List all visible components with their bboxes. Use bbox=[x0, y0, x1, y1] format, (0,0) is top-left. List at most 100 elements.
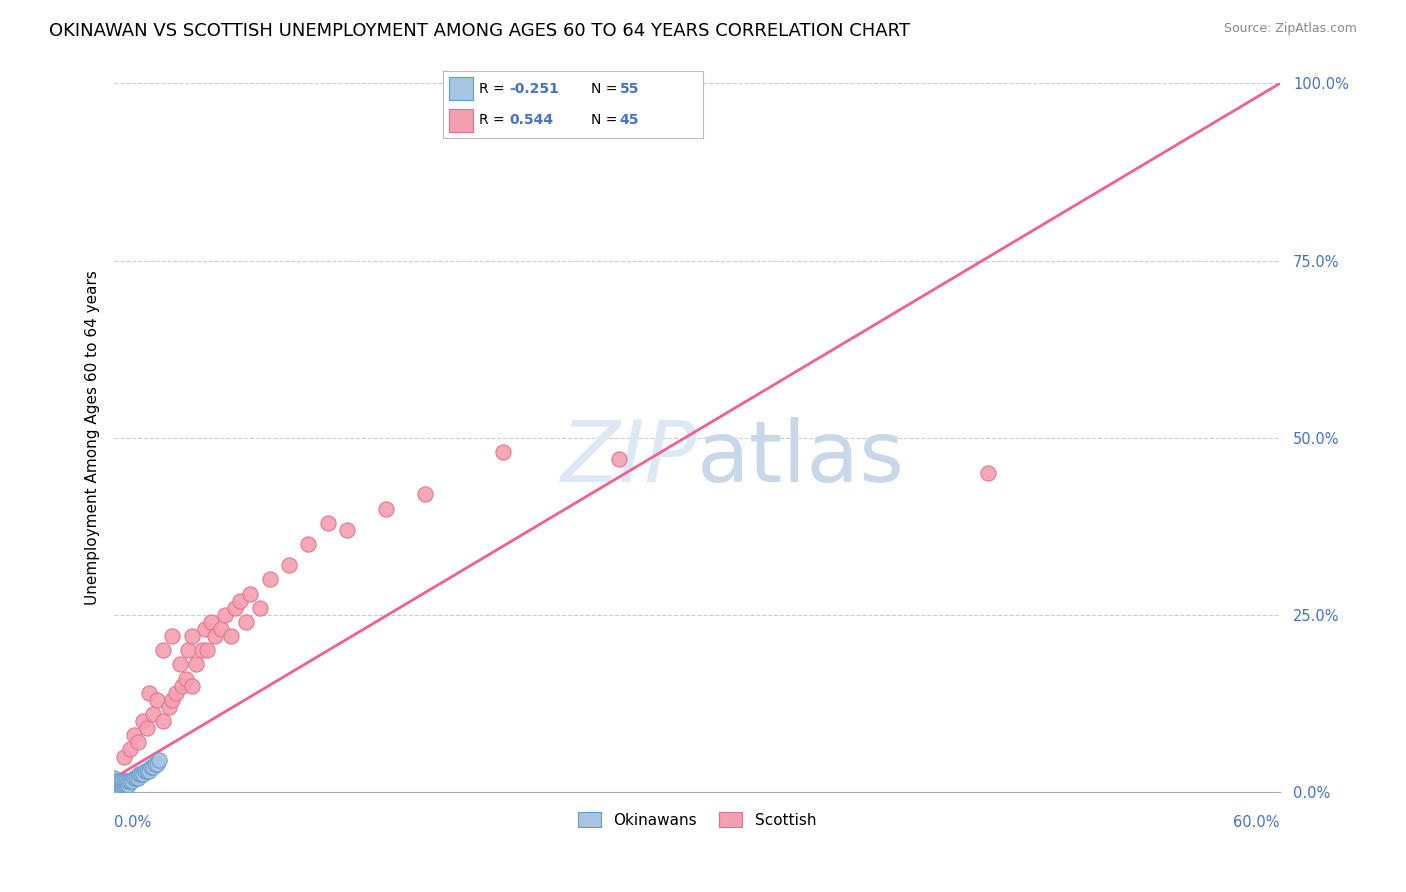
Point bbox=[103, 785, 125, 799]
Point bbox=[105, 778, 128, 792]
Point bbox=[138, 686, 160, 700]
Legend: Okinawans, Scottish: Okinawans, Scottish bbox=[572, 805, 823, 834]
Point bbox=[607, 452, 630, 467]
Point bbox=[105, 774, 128, 789]
Point bbox=[108, 774, 131, 789]
FancyBboxPatch shape bbox=[450, 78, 472, 100]
Point bbox=[336, 523, 359, 537]
Point bbox=[413, 487, 436, 501]
Point bbox=[146, 756, 169, 771]
Point bbox=[103, 781, 125, 796]
Point bbox=[142, 706, 165, 721]
Point bbox=[190, 643, 212, 657]
Point bbox=[118, 774, 141, 789]
Point bbox=[132, 714, 155, 728]
Text: 0.544: 0.544 bbox=[509, 113, 554, 128]
Point bbox=[297, 537, 319, 551]
Text: OKINAWAN VS SCOTTISH UNEMPLOYMENT AMONG AGES 60 TO 64 YEARS CORRELATION CHART: OKINAWAN VS SCOTTISH UNEMPLOYMENT AMONG … bbox=[49, 22, 910, 40]
Point bbox=[142, 760, 165, 774]
Point bbox=[219, 629, 242, 643]
Point bbox=[165, 686, 187, 700]
Point bbox=[103, 778, 125, 792]
Point bbox=[103, 774, 125, 789]
Point bbox=[105, 781, 128, 796]
Point bbox=[107, 785, 129, 799]
Point bbox=[146, 693, 169, 707]
Text: atlas: atlas bbox=[697, 417, 905, 500]
Point bbox=[174, 672, 197, 686]
Point bbox=[108, 778, 131, 792]
Point bbox=[122, 728, 145, 742]
Point bbox=[112, 749, 135, 764]
Point bbox=[118, 742, 141, 756]
Point bbox=[316, 516, 339, 530]
Point bbox=[134, 764, 156, 778]
Text: Source: ZipAtlas.com: Source: ZipAtlas.com bbox=[1223, 22, 1357, 36]
Point bbox=[249, 600, 271, 615]
Point bbox=[209, 622, 232, 636]
Point bbox=[172, 679, 194, 693]
Point bbox=[103, 774, 125, 789]
Point bbox=[139, 760, 162, 774]
Point bbox=[138, 764, 160, 778]
Point bbox=[103, 785, 125, 799]
Point bbox=[112, 774, 135, 789]
Point bbox=[492, 445, 515, 459]
Point bbox=[103, 781, 125, 796]
Point bbox=[103, 785, 125, 799]
Point bbox=[121, 774, 143, 789]
Point bbox=[162, 629, 184, 643]
Point bbox=[103, 785, 125, 799]
Point bbox=[115, 774, 138, 789]
Point bbox=[105, 785, 128, 799]
Point bbox=[180, 679, 202, 693]
Point bbox=[259, 573, 281, 587]
Point bbox=[131, 767, 153, 781]
Point bbox=[169, 657, 191, 672]
Point bbox=[112, 778, 135, 792]
Text: 45: 45 bbox=[620, 113, 640, 128]
Point bbox=[103, 771, 125, 785]
Point bbox=[177, 643, 200, 657]
Point bbox=[136, 764, 159, 778]
Point bbox=[103, 778, 125, 792]
Point bbox=[375, 501, 398, 516]
Point bbox=[103, 778, 125, 792]
Point bbox=[197, 643, 219, 657]
Y-axis label: Unemployment Among Ages 60 to 64 years: Unemployment Among Ages 60 to 64 years bbox=[86, 270, 100, 605]
Point bbox=[103, 785, 125, 799]
Point bbox=[162, 693, 184, 707]
Point bbox=[204, 629, 226, 643]
Point bbox=[229, 593, 252, 607]
Point bbox=[157, 700, 180, 714]
Point bbox=[224, 600, 246, 615]
Point bbox=[132, 767, 155, 781]
Point bbox=[111, 774, 134, 789]
Point bbox=[103, 781, 125, 796]
Point bbox=[103, 785, 125, 799]
Point bbox=[103, 785, 125, 799]
Point bbox=[115, 778, 138, 792]
Point bbox=[111, 778, 134, 792]
Point bbox=[103, 785, 125, 799]
Text: N =: N = bbox=[591, 113, 621, 128]
Point bbox=[117, 774, 139, 789]
Point bbox=[108, 781, 131, 796]
Point bbox=[136, 721, 159, 735]
Point bbox=[239, 586, 262, 600]
Text: 55: 55 bbox=[620, 82, 640, 95]
Point bbox=[143, 756, 166, 771]
Point bbox=[124, 771, 146, 785]
Point bbox=[128, 767, 150, 781]
Point bbox=[152, 643, 174, 657]
Point bbox=[127, 735, 149, 749]
Point bbox=[180, 629, 202, 643]
Point bbox=[194, 622, 217, 636]
Point bbox=[103, 778, 125, 792]
Text: -0.251: -0.251 bbox=[509, 82, 560, 95]
Point bbox=[200, 615, 222, 629]
Text: R =: R = bbox=[479, 113, 509, 128]
Point bbox=[152, 714, 174, 728]
FancyBboxPatch shape bbox=[450, 109, 472, 131]
Point bbox=[107, 778, 129, 792]
